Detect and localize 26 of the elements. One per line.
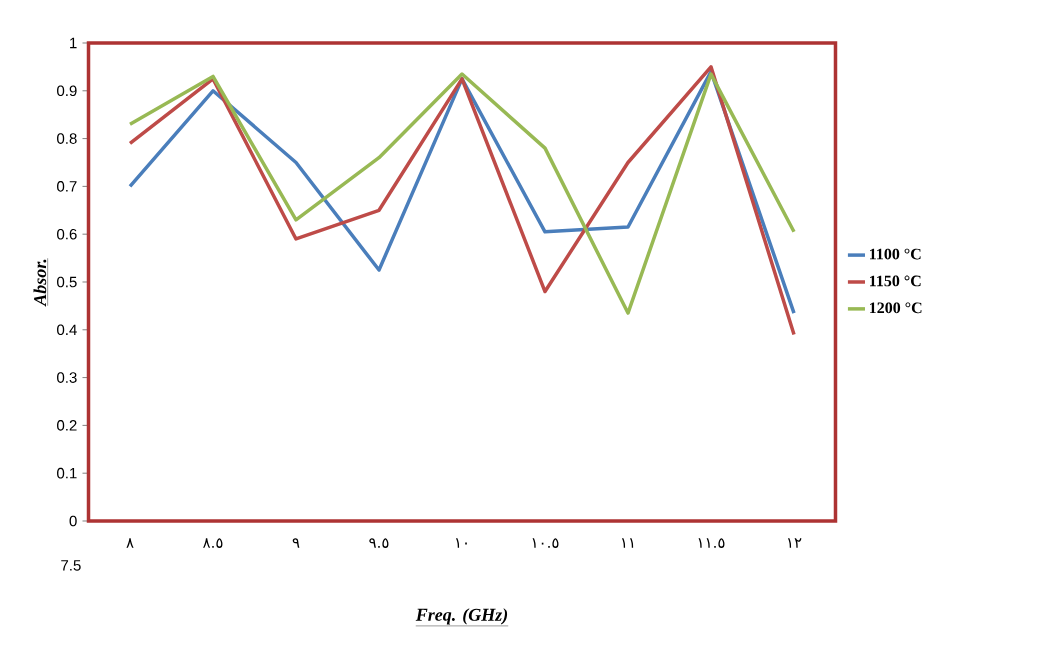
x-tick-label: ١٠.٥ (532, 538, 559, 548)
y-tick-label: 1 (70, 37, 77, 49)
y-tick-label: 0.3 (57, 372, 77, 383)
y-tick-label: 0.8 (57, 133, 77, 144)
x-tick-label: ٩.٥ (369, 538, 389, 548)
y-tick-label: 0.4 (57, 324, 77, 336)
y-tick-label: 0.5 (57, 276, 77, 288)
y-tick-label: 0 (69, 515, 77, 527)
y-tick-label: 0.1 (57, 467, 77, 479)
legend-label: 1100 °C (870, 248, 921, 260)
y-tick-label: 0.9 (57, 85, 77, 97)
y-axis-title: Absor. (33, 259, 47, 307)
x-tick-label: ٨.٥ (203, 538, 223, 548)
x-tick-label: ٩ (292, 538, 300, 548)
y-tick-label: 0.2 (57, 420, 77, 431)
x-tick-label: ١٢ (787, 538, 802, 548)
x-tick-label: ١١.٥ (698, 538, 725, 548)
x-tick-label: ١٠ (455, 538, 467, 548)
text: 7.5 (61, 560, 81, 571)
legend-label: 1150 °C (870, 275, 921, 287)
x-axis-title: Freq. (GHz) (415, 608, 508, 625)
legend-label: 1200 °C (870, 302, 922, 314)
y-tick-label: 0.7 (57, 181, 77, 192)
y-tick-label: 0.6 (57, 228, 77, 240)
x-tick-label: ١١ (621, 538, 634, 548)
x-tick-label: ٨ (126, 538, 134, 548)
